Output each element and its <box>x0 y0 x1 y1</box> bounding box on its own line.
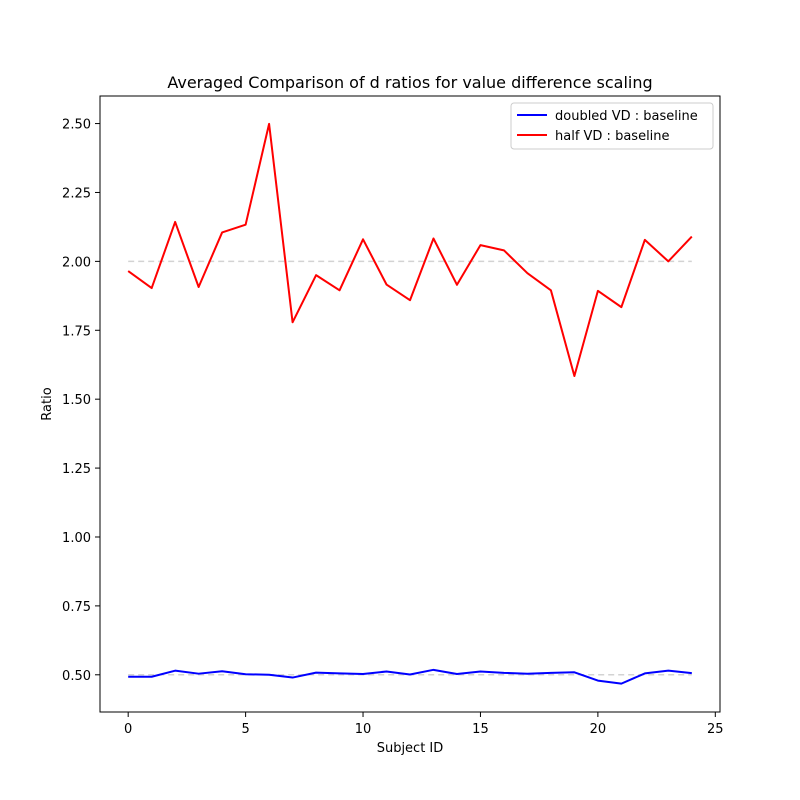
legend-label-half-vd: half VD : baseline <box>555 129 670 144</box>
x-tick-label: 20 <box>590 722 607 737</box>
series-line-1 <box>127 122 693 378</box>
y-tick-label: 0.50 <box>62 669 91 684</box>
plot-frame <box>99 95 721 713</box>
y-tick-label: 2.50 <box>62 118 91 133</box>
x-axis-ticks: 0 5 10 15 20 25 <box>124 712 724 737</box>
x-axis-label: Subject ID <box>377 741 444 756</box>
chart-title: Averaged Comparison of d ratios for valu… <box>167 73 652 92</box>
x-tick-label: 10 <box>355 722 372 737</box>
y-tick-label: 1.00 <box>62 531 91 546</box>
x-tick-label: 15 <box>472 722 489 737</box>
x-tick-label: 0 <box>124 722 132 737</box>
x-tick-label: 25 <box>707 722 724 737</box>
y-tick-label: 1.25 <box>62 462 91 477</box>
legend: doubled VD : baseline half VD : baseline <box>510 102 714 150</box>
x-tick-label: 5 <box>241 722 249 737</box>
y-tick-label: 0.75 <box>62 600 91 615</box>
y-axis-ticks: 0.50 0.75 1.00 1.25 1.50 1.75 2.00 2.25 2.50 <box>62 118 100 684</box>
y-axis-label: Ratio <box>40 387 55 420</box>
y-tick-label: 2.25 <box>62 186 91 201</box>
y-tick-label: 1.50 <box>62 393 91 408</box>
legend-box <box>510 102 714 150</box>
legend-label-doubled-vd: doubled VD : baseline <box>555 109 698 124</box>
y-tick-label: 2.00 <box>62 255 91 270</box>
series-line-0 <box>128 668 692 685</box>
y-tick-label: 1.75 <box>62 324 91 339</box>
series-lines <box>127 122 693 685</box>
